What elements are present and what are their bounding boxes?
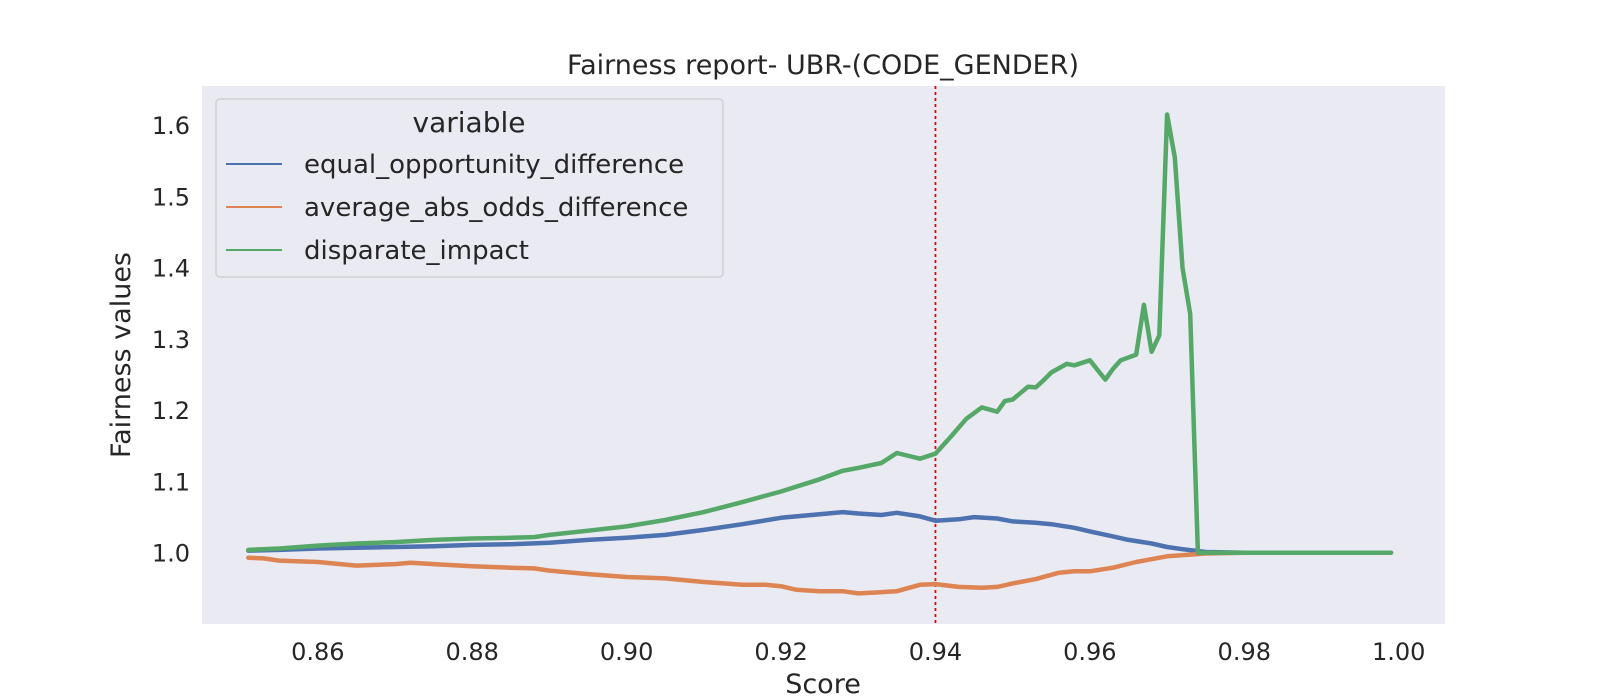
x-tick-label: 1.00 <box>1372 638 1425 666</box>
x-tick-label: 0.98 <box>1218 638 1271 666</box>
legend-box <box>215 98 724 278</box>
series-line-equal-opportunity-difference <box>246 509 1394 555</box>
x-tick-label: 0.92 <box>754 638 807 666</box>
series-lines <box>246 112 1394 596</box>
y-tick-label: 1.5 <box>152 183 190 211</box>
legend-title: variable <box>413 106 526 139</box>
legend-label-disparate-impact: disparate_impact <box>304 236 529 266</box>
chart-title: Fairness report- UBR-(CODE_GENDER) <box>567 50 1079 81</box>
y-tick-label: 1.2 <box>152 397 190 425</box>
x-tick-label: 0.96 <box>1063 638 1116 666</box>
y-axis-title: Fairness values <box>106 252 137 458</box>
y-tick-label: 1.6 <box>152 112 190 140</box>
y-tick-label: 1.4 <box>152 255 190 283</box>
x-tick-label: 0.94 <box>909 638 962 666</box>
x-tick-label: 0.86 <box>291 638 344 666</box>
y-tick-label: 1.3 <box>152 326 190 354</box>
series-line-average-abs-odds-difference <box>246 550 1394 596</box>
legend: variable equal_opportunity_difference av… <box>215 98 724 278</box>
x-tick-label: 0.90 <box>600 638 653 666</box>
series-line-disparate-impact <box>246 112 1394 555</box>
y-tick-label: 1.1 <box>152 468 190 496</box>
x-axis-title: Score <box>785 669 861 700</box>
legend-label-equal-opportunity: equal_opportunity_difference <box>304 150 684 180</box>
y-tick-label: 1.0 <box>152 540 190 568</box>
x-tick-label: 0.88 <box>445 638 498 666</box>
axis-ticks: 0.86 0.88 0.90 0.92 0.94 0.96 0.98 1.00 1.0 1.1 1.… <box>152 112 1426 666</box>
legend-label-average-abs-odds: average_abs_odds_difference <box>304 193 688 223</box>
